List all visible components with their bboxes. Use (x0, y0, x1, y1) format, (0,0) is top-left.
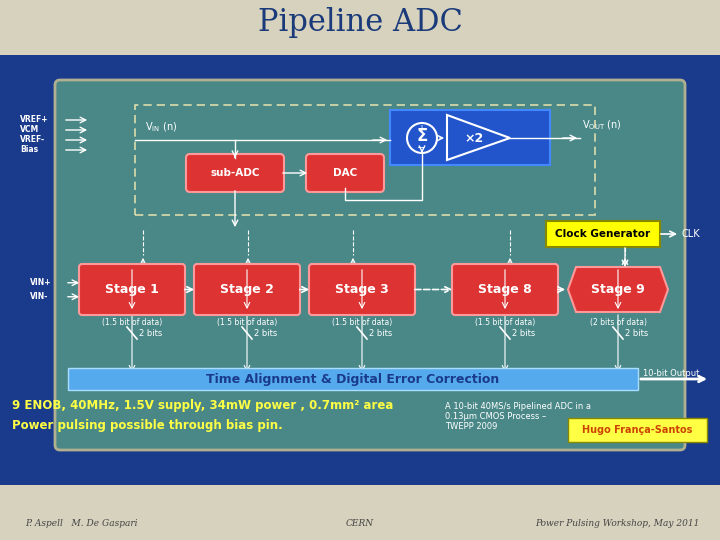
FancyBboxPatch shape (194, 264, 300, 315)
Text: 2 bits: 2 bits (254, 328, 277, 338)
Text: 2 bits: 2 bits (625, 328, 648, 338)
Text: ×2: ×2 (464, 132, 484, 145)
FancyBboxPatch shape (55, 80, 685, 450)
Text: Clock Generator: Clock Generator (555, 229, 651, 239)
Text: (2 bits of data): (2 bits of data) (590, 318, 647, 327)
FancyBboxPatch shape (79, 264, 185, 315)
Text: Bias: Bias (20, 145, 38, 154)
Text: Power Pulsing Workshop, May 2011: Power Pulsing Workshop, May 2011 (536, 519, 700, 529)
Text: Stage 2: Stage 2 (220, 283, 274, 296)
Text: sub-ADC: sub-ADC (210, 168, 260, 178)
Text: +: + (417, 124, 425, 134)
Bar (135, 105, 595, 215)
Text: Stage 8: Stage 8 (478, 283, 532, 296)
Bar (0, 55, 720, 485)
FancyBboxPatch shape (452, 264, 558, 315)
Text: Hugo França-Santos: Hugo França-Santos (582, 425, 692, 435)
Text: CERN: CERN (346, 519, 374, 529)
Text: VCM: VCM (20, 125, 40, 134)
Text: VREF+: VREF+ (20, 116, 48, 125)
Text: Stage 3: Stage 3 (335, 283, 389, 296)
Text: DAC: DAC (333, 168, 357, 178)
Text: (1.5 bit of data): (1.5 bit of data) (332, 318, 392, 327)
Text: VIN-: VIN- (30, 292, 48, 301)
FancyBboxPatch shape (546, 221, 660, 247)
Text: Pipeline ADC: Pipeline ADC (258, 8, 462, 38)
Text: $\mathregular{V_{OUT}}$ (n): $\mathregular{V_{OUT}}$ (n) (582, 118, 621, 132)
Text: 10-bit Output: 10-bit Output (643, 369, 699, 379)
Text: Power pulsing possible through bias pin.: Power pulsing possible through bias pin. (12, 418, 283, 431)
Text: VREF-: VREF- (20, 136, 45, 145)
Text: VIN+: VIN+ (30, 278, 52, 287)
FancyBboxPatch shape (568, 418, 707, 442)
FancyBboxPatch shape (68, 368, 638, 390)
FancyBboxPatch shape (390, 110, 550, 165)
Text: (1.5 bit of data): (1.5 bit of data) (217, 318, 277, 327)
Text: A 10-bit 40MS/s Pipelined ADC in a: A 10-bit 40MS/s Pipelined ADC in a (445, 402, 591, 411)
Text: CLK: CLK (682, 229, 701, 239)
Text: −: − (417, 143, 425, 153)
Text: Stage 1: Stage 1 (105, 283, 159, 296)
Text: P. Aspell   M. De Gaspari: P. Aspell M. De Gaspari (25, 519, 138, 529)
Polygon shape (447, 115, 510, 160)
Text: $\mathregular{V_{IN}}$ (n): $\mathregular{V_{IN}}$ (n) (145, 120, 177, 134)
Text: (1.5 bit of data): (1.5 bit of data) (102, 318, 162, 327)
Bar (0, 508, 720, 540)
Text: Time Alignment & Digital Error Correction: Time Alignment & Digital Error Correctio… (207, 373, 500, 386)
Text: (1.5 bit of data): (1.5 bit of data) (475, 318, 535, 327)
Text: TWEPP 2009: TWEPP 2009 (445, 422, 498, 431)
Circle shape (407, 123, 437, 153)
Text: 0.13μm CMOS Process –: 0.13μm CMOS Process – (445, 412, 546, 421)
Text: Σ: Σ (416, 127, 428, 145)
FancyBboxPatch shape (306, 154, 384, 192)
Polygon shape (568, 267, 668, 312)
FancyBboxPatch shape (186, 154, 284, 192)
Text: 2 bits: 2 bits (139, 328, 162, 338)
Text: 2 bits: 2 bits (369, 328, 392, 338)
Text: 2 bits: 2 bits (512, 328, 535, 338)
FancyBboxPatch shape (309, 264, 415, 315)
Text: Stage 9: Stage 9 (591, 283, 645, 296)
Text: 9 ENOB, 40MHz, 1.5V supply, 34mW power , 0.7mm² area: 9 ENOB, 40MHz, 1.5V supply, 34mW power ,… (12, 399, 393, 411)
